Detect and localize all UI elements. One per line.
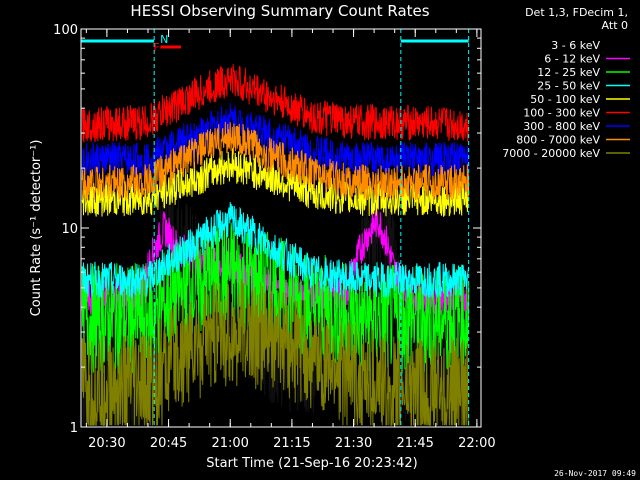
- legend-label-0: 3 - 6 keV: [551, 39, 600, 52]
- flag-label-f: F: [153, 41, 159, 54]
- legend-header-0: Det 1,3, FDecim 1,: [525, 6, 628, 19]
- series-line-7: [81, 121, 470, 201]
- legend-label-7: 800 - 7000 keV: [516, 134, 600, 147]
- legend-label-2: 12 - 25 keV: [537, 66, 600, 79]
- series-line-8: [81, 279, 469, 427]
- chart-title: HESSI Observing Summary Count Rates: [130, 2, 429, 20]
- legend-label-8: 7000 - 20000 keV: [502, 147, 600, 160]
- series-line-4: [81, 147, 470, 217]
- y-tick-label-2: 100: [53, 23, 78, 38]
- y-axis-label: Count Rate (s⁻¹ detector⁻¹): [29, 140, 44, 317]
- legend-header-1: Att 0: [602, 19, 628, 32]
- series-layer: [81, 64, 470, 427]
- x-tick-label-1: 20:45: [150, 436, 187, 451]
- flag-label-n: N: [160, 33, 168, 46]
- axis-layer: 20:30 20:45 21:00 21:15 21:30 21:45 22:00 1 10 10…: [53, 23, 495, 451]
- x-tick-label-6: 22:00: [458, 436, 495, 451]
- legend-label-5: 100 - 300 keV: [523, 107, 600, 120]
- y-tick-label-1: 10: [61, 222, 78, 237]
- x-tick-label-4: 21:30: [335, 436, 372, 451]
- flag-layer: NF: [81, 29, 470, 427]
- y-tick-label-0: 1: [70, 421, 78, 436]
- series-line-3: [81, 201, 470, 300]
- x-tick-label-3: 21:15: [273, 436, 310, 451]
- footer-stamp: 26-Nov-2017 09:49: [554, 469, 636, 478]
- legend-label-4: 50 - 100 keV: [530, 93, 600, 106]
- x-tick-label-2: 21:00: [211, 436, 248, 451]
- legend-label-6: 300 - 800 keV: [523, 120, 600, 133]
- legend-label-1: 6 - 12 keV: [544, 53, 600, 66]
- legend-label-3: 25 - 50 keV: [537, 80, 600, 93]
- x-axis-label: Start Time (21-Sep-16 20:23:42): [206, 456, 417, 471]
- series-line-5: [81, 64, 470, 143]
- x-tick-label-5: 21:45: [396, 436, 433, 451]
- x-tick-label-0: 20:30: [88, 436, 125, 451]
